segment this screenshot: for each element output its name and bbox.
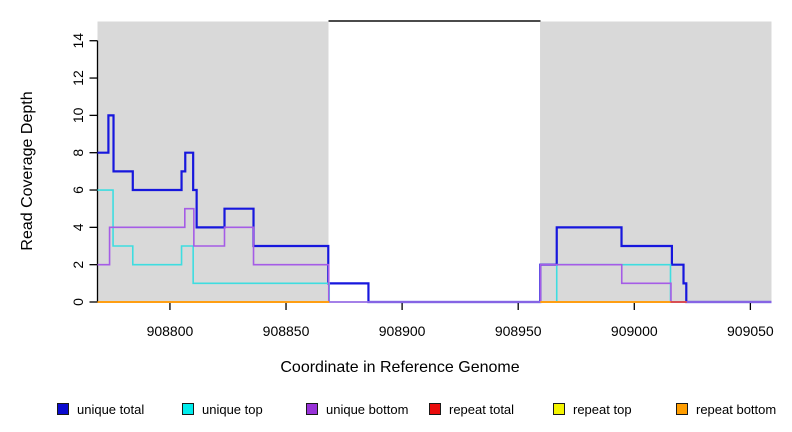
legend-label: repeat bottom: [696, 401, 777, 417]
repeat-region-left: [97, 21, 329, 302]
legend-item-unique-top: unique top: [182, 398, 263, 420]
x-tick-label: 908850: [263, 323, 310, 339]
x-tick-label: 909050: [727, 323, 774, 339]
legend-item-repeat-bottom: repeat bottom: [676, 398, 776, 420]
legend-label: unique top: [202, 401, 263, 417]
y-axis-title: Read Coverage Depth: [19, 91, 36, 251]
legend-swatch-icon: [429, 403, 441, 415]
legend-swatch-icon: [57, 403, 69, 415]
legend-item-unique-bottom: unique bottom: [306, 398, 408, 420]
x-tick-label: 908900: [379, 323, 426, 339]
legend: unique total unique top unique bottom repea…: [0, 398, 792, 424]
repeat-region-right: [540, 21, 772, 302]
y-tick-label: 0: [70, 298, 86, 306]
y-tick-label: 4: [70, 223, 86, 231]
series-line-unique-bottom: [97, 207, 772, 303]
legend-swatch-icon: [553, 403, 565, 415]
y-tick-label: 8: [70, 149, 86, 157]
y-tick-label: 10: [70, 107, 86, 123]
legend-item-repeat-total: repeat total: [429, 398, 514, 420]
legend-swatch-icon: [676, 403, 688, 415]
legend-label: unique total: [77, 401, 145, 417]
y-tick-label: 12: [70, 70, 86, 86]
legend-label: repeat total: [449, 401, 515, 417]
x-tick-label: 909000: [611, 323, 658, 339]
x-axis-title: Coordinate in Reference Genome: [280, 359, 520, 376]
x-tick-label: 908800: [147, 323, 194, 339]
y-tick-label: 6: [70, 186, 86, 194]
legend-item-unique-total: unique total: [57, 398, 144, 420]
y-tick-label: 2: [70, 261, 86, 269]
legend-label: repeat top: [573, 401, 632, 417]
y-tick-label: 14: [70, 33, 86, 49]
x-tick-label: 908950: [495, 323, 542, 339]
legend-label: unique bottom: [326, 401, 409, 417]
legend-item-repeat-top: repeat top: [553, 398, 632, 420]
legend-swatch-icon: [306, 403, 318, 415]
legend-swatch-icon: [182, 403, 194, 415]
